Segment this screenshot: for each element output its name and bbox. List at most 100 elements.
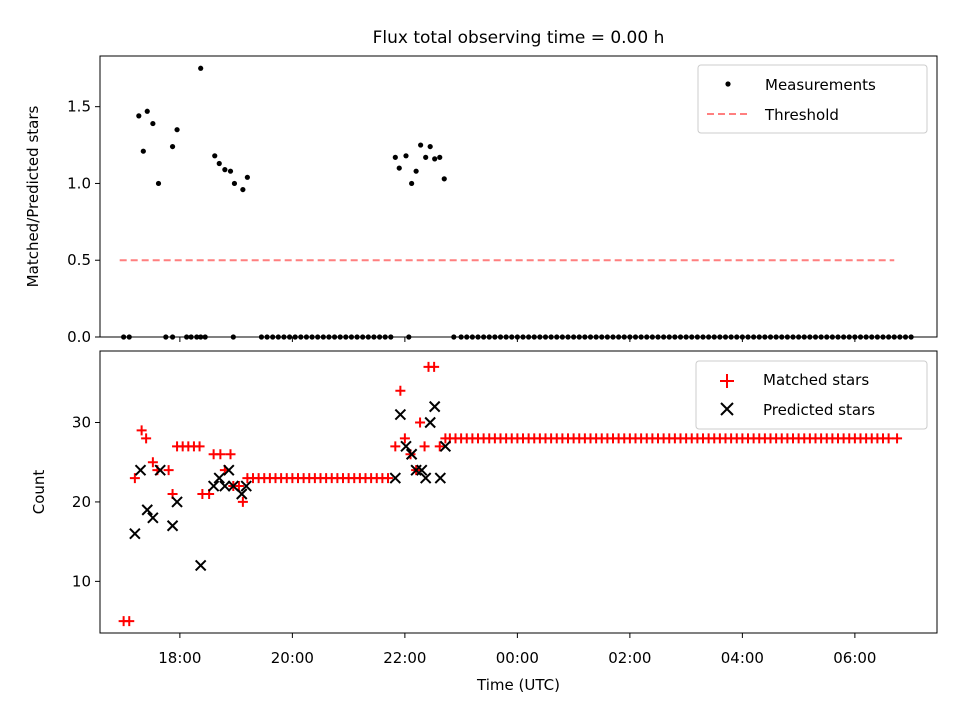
predicted-stars-point (240, 480, 252, 492)
bottom-chart-marks (118, 361, 903, 627)
matched-stars-point (163, 465, 174, 476)
predicted-stars-point (389, 472, 402, 484)
bottom-legend-frame (695, 360, 928, 430)
measurement-point (198, 65, 204, 71)
bottom-x-tick-label: 20:00 (271, 649, 314, 667)
bottom-x-tick-label: 18:00 (158, 649, 201, 667)
matched-stars-point (136, 425, 147, 436)
measurement-point (396, 165, 402, 171)
measurement-point (427, 143, 433, 150)
matched-stars-point (429, 361, 440, 372)
bottom-y-tick-label: 30 (72, 413, 91, 431)
matched-stars-point (225, 449, 236, 460)
predicted-stars-point (223, 464, 235, 476)
predicted-stars-point (147, 512, 159, 524)
top-chart-y-ticks: 0.0 0.5 1.0 1.5 (67, 98, 100, 346)
measurement-point (441, 176, 447, 182)
measurement-point (423, 154, 429, 160)
matched-stars-point (233, 481, 244, 492)
legend-matched-stars-label: Matched stars (763, 371, 869, 389)
measurement-point (413, 168, 419, 174)
legend-matched-stars-marker (720, 374, 734, 388)
top-chart-title: Flux total observing time = 0.00 h (373, 28, 665, 48)
predicted-stars-point (394, 408, 407, 421)
measurement-point (240, 186, 246, 193)
matched-stars-point (141, 433, 152, 444)
top-y-tick-label: 1.0 (67, 174, 91, 192)
predicted-stars-point (213, 472, 225, 484)
matched-stars-point (124, 616, 135, 627)
measurement-point (403, 153, 409, 159)
legend-predicted-stars-label: Predicted stars (763, 401, 875, 419)
predicted-stars-point (194, 559, 207, 572)
top-legend-frame (697, 64, 928, 134)
predicted-stars-point (405, 448, 418, 460)
bottom-x-tick-label: 00:00 (496, 649, 539, 667)
predicted-stars-point (141, 504, 153, 516)
measurement-point (437, 154, 443, 160)
predicted-stars-point (419, 472, 432, 484)
bottom-x-tick-label: 04:00 (721, 649, 764, 667)
matched-stars-point (434, 441, 445, 452)
measurement-point (144, 108, 150, 114)
predicted-stars-point (134, 464, 147, 476)
measurement-point (216, 160, 222, 167)
measurement-point (392, 154, 398, 160)
matched-stars-point (419, 441, 430, 452)
top-chart-legend: Measurements Threshold (697, 64, 928, 134)
predicted-stars-point (400, 440, 412, 453)
top-y-tick-label: 0.0 (67, 328, 91, 346)
top-chart-y-axis-label: Matched/Predicted stars (24, 106, 42, 288)
predicted-stars-point (129, 527, 141, 540)
predicted-stars-point (416, 464, 428, 476)
bottom-chart-x-ticks: 18:00 20:00 22:00 00:00 02:00 04:00 06:00 (158, 633, 876, 667)
bottom-x-tick-label: 06:00 (833, 649, 876, 667)
matched-stars-point (147, 457, 158, 468)
matched-stars-point (415, 417, 426, 428)
predicted-stars-point (219, 480, 231, 492)
matched-stars-point (194, 441, 205, 452)
matched-stars-point (390, 441, 401, 452)
matched-stars-point (237, 496, 248, 507)
matched-stars-point (883, 433, 894, 444)
measurement-point (244, 174, 250, 180)
matched-stars-point (215, 449, 226, 460)
matched-stars-point (383, 473, 393, 484)
predicted-stars-point (439, 440, 452, 453)
bottom-y-tick-label: 10 (72, 572, 91, 590)
measurement-point (231, 180, 238, 187)
legend-predicted-stars-marker (720, 402, 734, 416)
top-y-tick-label: 1.5 (67, 98, 91, 116)
bottom-x-tick-label: 22:00 (383, 649, 426, 667)
predicted-stars-point (428, 400, 441, 413)
measurement-point (212, 153, 218, 159)
matched-stars-point (129, 473, 140, 484)
predicted-stars-point (236, 488, 248, 500)
legend-measurements-label: Measurements (765, 76, 876, 94)
predicted-stars-point (171, 496, 183, 508)
bottom-y-tick-label: 20 (72, 493, 91, 511)
predicted-stars-point (434, 472, 447, 484)
bottom-chart-y-ticks: 10 20 30 (72, 413, 100, 590)
measurement-point (136, 113, 142, 119)
predicted-stars-point (166, 520, 179, 532)
predicted-stars-point (154, 464, 166, 476)
bottom-x-tick-label: 02:00 (608, 649, 651, 667)
bottom-chart-y-axis-label: Count (30, 470, 48, 515)
matched-stars-point (395, 385, 406, 396)
predicted-stars-point (207, 480, 220, 492)
measurement-point (150, 120, 156, 127)
measurement-point (169, 143, 176, 150)
matched-stars-point (892, 433, 903, 444)
measurement-point (409, 180, 415, 187)
top-chart-axes: 0.0 0.5 1.0 1.5 Matched/Predicted stars (24, 55, 938, 346)
measurement-point (227, 168, 234, 174)
bottom-chart-x-axis-label: Time (UTC) (476, 676, 560, 694)
measurement-point (418, 142, 424, 148)
matched-stars-point (399, 433, 410, 444)
measurement-point (140, 148, 146, 154)
top-y-tick-label: 0.5 (67, 251, 91, 269)
bottom-chart-legend: Matched stars Predicted stars (695, 360, 928, 430)
measurement-point (155, 180, 162, 187)
